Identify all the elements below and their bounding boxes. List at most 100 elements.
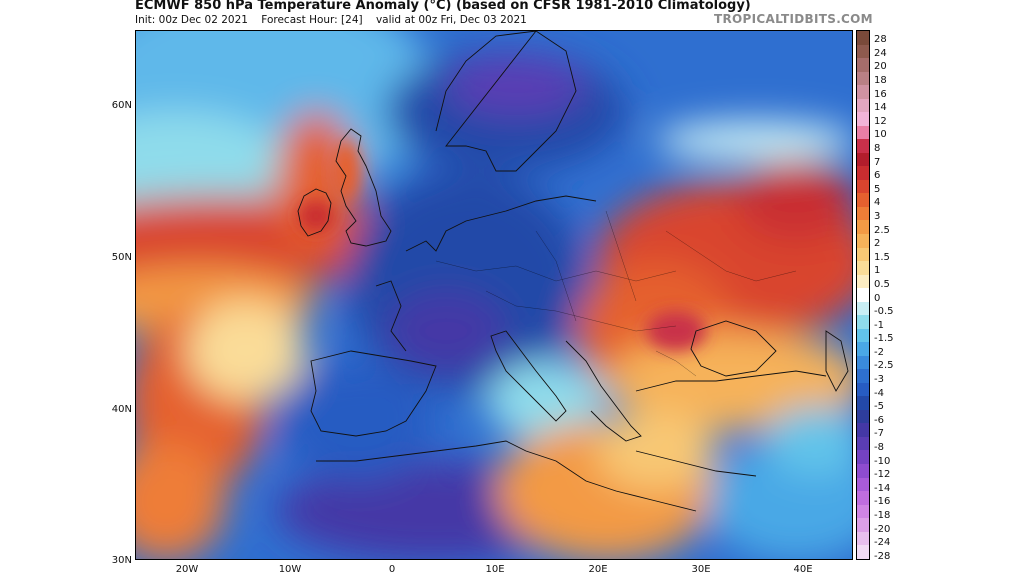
colorbar-tick-label: 3 — [874, 210, 881, 222]
colorbar-tick-label: 12 — [874, 115, 887, 127]
colorbar-cell — [857, 220, 869, 234]
colorbar-tick-label: 8 — [874, 143, 881, 154]
colorbar-tick-label: -1.5 — [874, 333, 894, 345]
colorbar-cell — [857, 261, 869, 275]
colorbar-tick-label: -12 — [874, 469, 891, 481]
colorbar-tick-label: 5 — [874, 183, 881, 195]
anomaly-map[interactable] — [135, 30, 853, 560]
colorbar-cell — [857, 44, 869, 59]
colorbar-tick-label: 28 — [874, 34, 887, 46]
colorbar-tick-label: -14 — [874, 482, 891, 494]
colorbar-tick-label: 2.5 — [874, 224, 890, 236]
init-time: Init: 00z Dec 02 2021 — [135, 14, 248, 26]
colorbar-cell — [857, 233, 869, 248]
colorbar-cell — [857, 112, 869, 126]
colorbar-cell — [857, 125, 869, 140]
colorbar-tick-label: -3 — [874, 374, 884, 386]
lon-label: 20W — [175, 564, 199, 575]
colorbar-tick-label: 10 — [874, 129, 887, 141]
colorbar-tick-label: -0.5 — [874, 306, 894, 318]
colorbar-tick-label: 1.5 — [874, 251, 890, 263]
lon-label: 10E — [485, 564, 505, 575]
colorbar-cell — [857, 518, 869, 532]
colorbar-cell — [857, 491, 869, 505]
colorbar-tick-label: -24 — [874, 537, 891, 549]
lon-label: 10W — [278, 564, 302, 575]
lon-label: 0 — [388, 564, 396, 575]
colorbar-cell — [857, 152, 869, 167]
colorbar-tick-label: -5 — [874, 401, 884, 413]
colorbar-cell — [857, 369, 869, 383]
colorbar-tick-label: -10 — [874, 455, 891, 467]
colorbar-cell — [857, 409, 869, 424]
colorbar-tick-label: -2.5 — [874, 360, 894, 372]
anomaly-detail — [298, 141, 706, 351]
colorbar-cell — [857, 301, 869, 316]
colorbar-cell — [857, 531, 869, 546]
colorbar-tick-label: 0.5 — [874, 278, 890, 290]
colorbar-tick-label: 4 — [874, 197, 881, 209]
lon-label: 20E — [588, 564, 608, 575]
colorbar-cell — [857, 315, 869, 329]
colorbar-cell — [857, 504, 869, 519]
colorbar-tick-label: -16 — [874, 496, 891, 508]
colorbar-cell — [857, 274, 869, 289]
forecast-hour: Forecast Hour: [24] — [261, 14, 363, 26]
colorbar-cell — [857, 450, 869, 464]
colorbar-tick-label: 0 — [874, 292, 881, 304]
map-title: ECMWF 850 hPa Temperature Anomaly (°C) (… — [135, 0, 751, 13]
colorbar-tick-label: -2 — [874, 346, 884, 358]
lat-label: 40N — [111, 404, 132, 415]
colorbar-cell — [857, 464, 869, 478]
lat-label: 30N — [111, 555, 132, 566]
borders — [435, 210, 797, 377]
colorbar-cell — [857, 31, 869, 45]
colorbar-tick-label: 1 — [874, 265, 881, 277]
colorbar-tick-label: -6 — [874, 414, 884, 426]
colorbar-cell — [857, 166, 869, 180]
colorbar-tick-label: -7 — [874, 428, 884, 440]
colorbar-cell — [857, 288, 869, 302]
colorbar-tick-label: -18 — [874, 509, 891, 521]
colorbar-cell — [857, 342, 869, 356]
colorbar-tick-label: 20 — [874, 61, 887, 73]
colorbar-tick-label: 7 — [874, 156, 881, 168]
anomaly-field — [136, 31, 852, 559]
colorbar-cell — [857, 139, 869, 153]
colorbar-cell — [857, 71, 869, 86]
colorbar-cell — [857, 58, 869, 72]
map-subtitle: Init: 00z Dec 02 2021 Forecast Hour: [24… — [135, 14, 537, 26]
colorbar-cell — [857, 545, 869, 559]
colorbar-cell — [857, 436, 869, 451]
colorbar — [856, 30, 870, 560]
colorbar-cell — [857, 247, 869, 262]
colorbar-cell — [857, 85, 869, 99]
lat-label: 60N — [111, 100, 132, 111]
colorbar-tick-label: 16 — [874, 88, 887, 100]
coastlines — [297, 31, 849, 512]
valid-time: valid at 00z Fri, Dec 03 2021 — [375, 14, 527, 26]
lat-label: 50N — [111, 252, 132, 263]
colorbar-tick-label: -8 — [874, 441, 884, 453]
colorbar-tick-label: 24 — [874, 47, 887, 59]
colorbar-cell — [857, 382, 869, 397]
colorbar-tick-label: -20 — [874, 523, 891, 535]
anomaly-map-svg — [136, 31, 852, 559]
colorbar-cell — [857, 206, 869, 221]
colorbar-tick-label: -1 — [874, 319, 884, 331]
lon-label: 40E — [793, 564, 813, 575]
colorbar-cell — [857, 193, 869, 207]
colorbar-tick-label: -4 — [874, 387, 884, 399]
colorbar-cell — [857, 98, 869, 113]
lon-label: 30E — [691, 564, 711, 575]
colorbar-cell — [857, 355, 869, 370]
colorbar-cell — [857, 396, 869, 410]
colorbar-tick-label: 14 — [874, 102, 887, 114]
colorbar-tick-label: 6 — [874, 170, 881, 182]
brand-watermark: TROPICALTIDBITS.COM — [714, 12, 873, 26]
colorbar-cell — [857, 423, 869, 437]
colorbar-cell — [857, 328, 869, 343]
colorbar-tick-label: 2 — [874, 238, 881, 250]
colorbar-cell — [857, 477, 869, 492]
colorbar-tick-label: -28 — [874, 550, 891, 562]
